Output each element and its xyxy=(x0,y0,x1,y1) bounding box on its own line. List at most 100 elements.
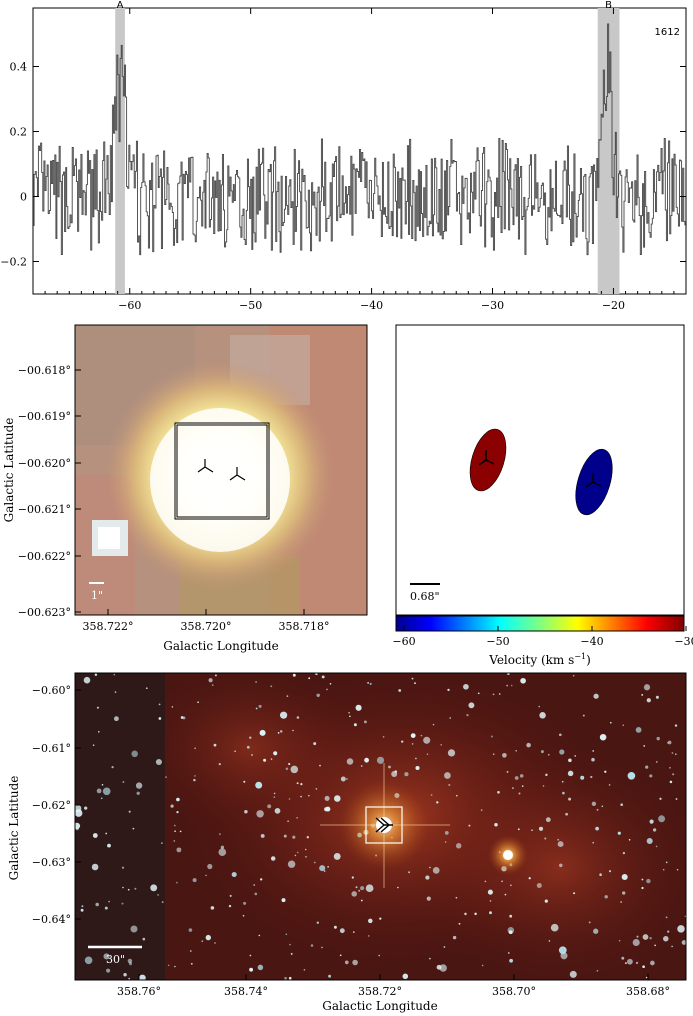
star xyxy=(492,753,495,756)
star xyxy=(263,758,267,762)
star xyxy=(135,782,143,789)
star xyxy=(643,744,646,747)
star xyxy=(599,873,602,876)
x-tick-label: 358.720° xyxy=(181,620,232,633)
star xyxy=(128,810,131,813)
star xyxy=(130,925,138,933)
star xyxy=(319,764,321,767)
star xyxy=(273,792,276,795)
star xyxy=(197,701,199,704)
star xyxy=(526,742,531,748)
star xyxy=(161,842,163,844)
star xyxy=(207,863,213,870)
x-axis-label: Galactic Longitude xyxy=(322,999,437,1013)
scale-label: 1" xyxy=(91,589,103,602)
star xyxy=(106,968,111,973)
star xyxy=(313,742,317,746)
star xyxy=(432,867,440,874)
star xyxy=(310,944,314,947)
star xyxy=(642,934,649,940)
star xyxy=(351,876,354,879)
star xyxy=(316,921,319,924)
star xyxy=(329,683,332,685)
star xyxy=(675,753,677,755)
star xyxy=(663,935,669,942)
star xyxy=(645,765,649,769)
star xyxy=(279,711,288,719)
spectrum-line xyxy=(33,23,686,256)
y-tick-label: −00.623° xyxy=(18,606,71,619)
star xyxy=(171,706,174,708)
star xyxy=(277,732,280,734)
star xyxy=(444,841,447,843)
star xyxy=(165,776,167,778)
star xyxy=(84,956,93,965)
star xyxy=(174,965,176,968)
star xyxy=(105,832,108,835)
star xyxy=(591,801,597,807)
star xyxy=(176,847,182,853)
star xyxy=(398,689,402,692)
star xyxy=(544,837,547,840)
star xyxy=(582,714,585,717)
star xyxy=(194,775,196,777)
star xyxy=(646,878,651,884)
star xyxy=(123,973,127,977)
star xyxy=(463,683,469,690)
star xyxy=(426,753,429,755)
star xyxy=(596,969,599,972)
star xyxy=(531,829,533,832)
star xyxy=(258,704,262,708)
star xyxy=(220,845,225,849)
star xyxy=(636,935,639,938)
star xyxy=(544,899,548,903)
star xyxy=(176,881,178,884)
star xyxy=(569,970,577,978)
star xyxy=(414,682,416,685)
star xyxy=(340,776,346,782)
star xyxy=(131,750,138,758)
star xyxy=(173,840,176,842)
star xyxy=(658,815,666,823)
scale-label: 0.68" xyxy=(410,590,440,603)
star xyxy=(270,856,276,861)
star xyxy=(80,908,84,912)
star xyxy=(676,868,679,871)
star xyxy=(258,934,261,937)
star xyxy=(430,794,433,796)
star xyxy=(659,797,662,800)
star xyxy=(91,863,99,871)
y-axis-label: Galactic Latitude xyxy=(2,418,16,523)
star xyxy=(489,900,492,902)
star xyxy=(514,776,519,780)
star xyxy=(378,954,380,957)
star xyxy=(292,729,294,732)
star xyxy=(292,673,296,677)
star xyxy=(174,824,176,827)
x-tick-label: 358.76° xyxy=(117,985,161,998)
star xyxy=(205,934,211,941)
star xyxy=(296,851,299,854)
star xyxy=(404,772,409,777)
star xyxy=(346,778,348,780)
star xyxy=(425,875,430,880)
star xyxy=(92,833,98,838)
ir-zoom-panel: 358.722° 358.720° 358.718° −00.618° −00.619°… xyxy=(2,324,368,653)
star xyxy=(439,964,447,972)
star xyxy=(107,843,111,848)
star xyxy=(449,717,452,719)
y-tick-label: −0.61° xyxy=(32,742,71,755)
star xyxy=(365,884,374,893)
star xyxy=(344,960,349,965)
star xyxy=(558,946,567,955)
maser-position-icon xyxy=(197,459,246,481)
star xyxy=(604,770,607,773)
star xyxy=(654,944,656,947)
star xyxy=(170,804,174,808)
star xyxy=(158,703,161,706)
star xyxy=(415,757,417,760)
star xyxy=(260,878,263,881)
star xyxy=(231,871,237,878)
star xyxy=(127,958,133,964)
star xyxy=(128,977,131,980)
